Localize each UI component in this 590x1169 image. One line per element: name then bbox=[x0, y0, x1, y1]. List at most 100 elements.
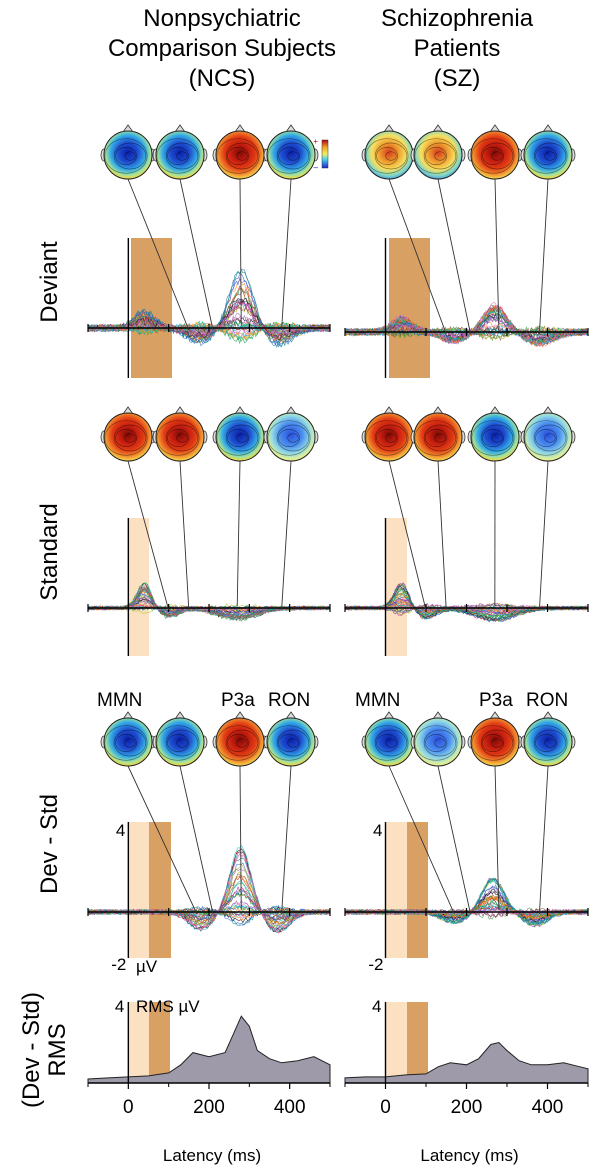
scalp-contour bbox=[425, 428, 447, 448]
scalp-contour bbox=[374, 424, 408, 452]
scalp-contour bbox=[524, 725, 568, 761]
scalp-connector-standard-ncs bbox=[281, 460, 292, 611]
sz-title-line-1: Schizophrenia bbox=[380, 5, 534, 32]
scalp-contour bbox=[524, 420, 568, 456]
scalp-contour bbox=[533, 424, 567, 452]
scalp-contour bbox=[287, 151, 299, 161]
scalp-connector-diff-ncs bbox=[239, 765, 242, 911]
scalp-map-standard-sz-2 bbox=[410, 406, 466, 462]
scalp-disc bbox=[215, 717, 265, 767]
erp-trace bbox=[87, 582, 331, 621]
scalp-contour bbox=[276, 424, 310, 452]
scalp-contour bbox=[225, 729, 259, 757]
deviant-traces-sz bbox=[344, 302, 589, 348]
scalp-map-standard-sz-4 bbox=[520, 406, 576, 462]
rms-axis-top-sz: 4 bbox=[372, 997, 381, 1016]
latency-tick-label-sz: 400 bbox=[532, 1097, 564, 1118]
scalp-contour bbox=[423, 142, 457, 170]
scalp-contour bbox=[385, 151, 397, 161]
colorbar bbox=[321, 139, 329, 169]
scalp-disc bbox=[523, 130, 573, 180]
scalp-contour bbox=[374, 729, 408, 757]
scalp-map-deviant-ncs-3 bbox=[212, 124, 268, 180]
scalp-connector-diff-ncs bbox=[281, 765, 292, 915]
diff-axis-bottom-ncs: -2 bbox=[111, 955, 126, 974]
diff-traces-sz bbox=[344, 876, 589, 928]
scalp-contour bbox=[165, 729, 199, 757]
diff-window-light-ncs bbox=[128, 822, 149, 958]
scalp-contour bbox=[124, 738, 136, 748]
scalp-disc bbox=[155, 130, 205, 180]
scalp-map-diff-sz-2 bbox=[410, 711, 466, 767]
scalp-map-diff-ncs-4 bbox=[263, 711, 319, 767]
scalp-contour bbox=[535, 428, 557, 448]
scalp-connector-deviant-ncs bbox=[127, 178, 190, 331]
scalp-contour bbox=[124, 433, 136, 443]
scalp-disc bbox=[364, 412, 414, 462]
scalp-contour bbox=[124, 151, 136, 161]
scalp-disc bbox=[470, 717, 520, 767]
scalp-contour bbox=[167, 146, 189, 166]
scalp-map-deviant-sz-3 bbox=[467, 124, 523, 180]
scalp-contour bbox=[216, 420, 260, 456]
scalp-contour bbox=[374, 142, 408, 170]
scalp-contour bbox=[535, 146, 557, 166]
scalp-contour bbox=[104, 138, 148, 174]
scalp-contour bbox=[434, 151, 446, 161]
erp-trace bbox=[344, 585, 589, 623]
scalp-contour bbox=[482, 733, 504, 753]
scalp-contour bbox=[482, 428, 504, 448]
scalp-contour bbox=[115, 428, 137, 448]
scalp-contour bbox=[287, 433, 299, 443]
erp-trace bbox=[344, 584, 589, 622]
rms-window-light-sz bbox=[386, 1002, 407, 1083]
scalp-contour bbox=[113, 729, 147, 757]
scalp-connector-deviant-sz bbox=[538, 178, 549, 335]
scalp-contour bbox=[227, 146, 249, 166]
erp-trace bbox=[87, 583, 331, 622]
scalp-map-diff-ncs-3 bbox=[212, 711, 268, 767]
scalp-disc bbox=[413, 130, 463, 180]
latency-tick-label-ncs: 0 bbox=[123, 1097, 134, 1118]
scalp-contour bbox=[216, 138, 260, 174]
component-label-ron-ncs: RON bbox=[268, 690, 310, 711]
scalp-contour bbox=[156, 138, 200, 174]
scalp-contour bbox=[156, 420, 200, 456]
scalp-contour bbox=[376, 428, 398, 448]
scalp-contour bbox=[236, 433, 248, 443]
scalp-disc bbox=[215, 130, 265, 180]
colorbar-minus-label: – bbox=[314, 163, 319, 172]
scalp-contour bbox=[423, 424, 457, 452]
diff-axis-top-sz: 4 bbox=[373, 821, 382, 840]
erp-trace bbox=[87, 582, 331, 622]
scalp-contour bbox=[471, 420, 515, 456]
scalp-disc bbox=[364, 130, 414, 180]
scalp-contour bbox=[267, 138, 311, 174]
diff-window-dark-ncs bbox=[149, 822, 171, 958]
scalp-disc bbox=[470, 130, 520, 180]
scalp-disc bbox=[103, 717, 153, 767]
scalp-contour bbox=[385, 433, 397, 443]
deviant-traces-ncs bbox=[87, 268, 331, 349]
scalp-contour bbox=[425, 146, 447, 166]
scalp-contour bbox=[104, 725, 148, 761]
scalp-contour bbox=[544, 738, 556, 748]
deviant-window-sz bbox=[389, 238, 430, 378]
latency-axis-label-sz: Latency (ms) bbox=[420, 1146, 518, 1165]
scalp-contour bbox=[165, 142, 199, 170]
scalp-contour bbox=[491, 433, 503, 443]
scalp-contour bbox=[535, 733, 557, 753]
deviant-window-ncs bbox=[131, 238, 172, 378]
scalp-contour bbox=[533, 142, 567, 170]
scalp-contour bbox=[165, 424, 199, 452]
scalp-connector-diff-sz bbox=[538, 765, 549, 915]
standard-window-ncs bbox=[128, 518, 149, 656]
scalp-contour bbox=[425, 733, 447, 753]
standard-traces-sz bbox=[344, 582, 589, 623]
sz-title-line-2: Patients bbox=[413, 35, 501, 62]
scalp-contour bbox=[276, 142, 310, 170]
scalp-contour bbox=[376, 733, 398, 753]
sz-column-title: Schizophrenia Patients (SZ) bbox=[342, 4, 572, 94]
scalp-contour bbox=[276, 729, 310, 757]
scalp-contour bbox=[471, 138, 515, 174]
